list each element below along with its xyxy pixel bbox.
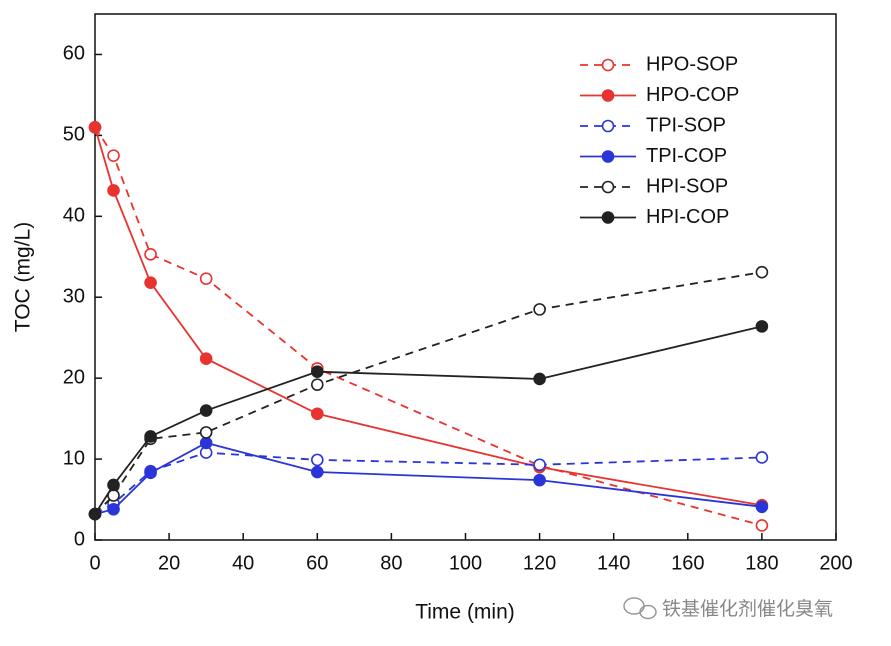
- data-point: [533, 372, 546, 386]
- x-tick-label: 120: [523, 552, 556, 574]
- data-point: [755, 320, 769, 333]
- legend-marker: [601, 119, 615, 133]
- x-tick-label: 140: [597, 552, 630, 574]
- data-point: [533, 303, 546, 316]
- data-point: [199, 404, 213, 417]
- data-point: [755, 451, 769, 464]
- x-tick-label: 100: [449, 552, 482, 574]
- series-line: [94, 271, 763, 515]
- y-tick-label: 30: [63, 286, 85, 308]
- x-tick-label: 20: [158, 552, 180, 574]
- data-point: [755, 500, 769, 514]
- x-tick-label: 160: [671, 552, 704, 574]
- series-line: [94, 325, 763, 515]
- legend-marker: [601, 211, 615, 224]
- data-point: [88, 120, 102, 134]
- legend-marker: [601, 150, 615, 163]
- legend-marker: [601, 58, 615, 72]
- data-point: [310, 453, 324, 467]
- data-point: [310, 465, 324, 479]
- series-line: [94, 451, 762, 515]
- data-point: [107, 184, 120, 197]
- data-point: [88, 507, 102, 521]
- data-point: [199, 426, 213, 439]
- legend-marker: [601, 180, 615, 194]
- x-tick-label: 200: [819, 552, 852, 574]
- data-point: [533, 458, 546, 472]
- data-point: [199, 436, 213, 450]
- series-line: [94, 441, 763, 515]
- data-point: [107, 478, 120, 492]
- data-point: [144, 276, 157, 289]
- legend-marker: [601, 89, 615, 102]
- x-axis-label: Time (min): [415, 601, 515, 624]
- watermark: 铁基催化剂催化臭氧: [662, 598, 833, 620]
- legend-label: HPI-SOP: [646, 175, 728, 197]
- y-tick-label: 20: [63, 366, 85, 388]
- data-point: [144, 466, 157, 480]
- data-point: [199, 272, 213, 285]
- data-point: [310, 365, 324, 378]
- x-tick-label: 80: [380, 552, 402, 574]
- data-point: [144, 430, 157, 443]
- legend-label: TPI-SOP: [646, 114, 726, 136]
- data-point: [107, 149, 120, 162]
- data-point: [199, 352, 213, 366]
- y-axis-label: TOC (mg/L): [12, 222, 35, 332]
- legend-label: HPO-COP: [646, 84, 739, 106]
- y-tick-label: 40: [63, 205, 85, 227]
- y-tick-label: 50: [63, 124, 85, 146]
- x-tick-label: 0: [89, 552, 100, 574]
- legend-label: HPO-SOP: [646, 53, 738, 75]
- legend-label: HPI-COP: [646, 206, 729, 228]
- data-point: [310, 407, 324, 421]
- data-point: [144, 248, 157, 261]
- x-tick-label: 180: [745, 552, 778, 574]
- data-point: [107, 502, 120, 516]
- data-point: [533, 473, 546, 487]
- watermark-icon: [623, 597, 657, 620]
- data-point: [310, 378, 324, 391]
- x-tick-label: 60: [306, 552, 328, 574]
- legend-label: TPI-COP: [646, 145, 727, 167]
- y-tick-label: 60: [63, 43, 85, 65]
- y-tick-label: 10: [63, 447, 85, 469]
- data-point: [755, 265, 769, 279]
- data-point: [755, 519, 769, 532]
- y-tick-label: 0: [74, 528, 85, 550]
- x-tick-label: 40: [232, 552, 254, 574]
